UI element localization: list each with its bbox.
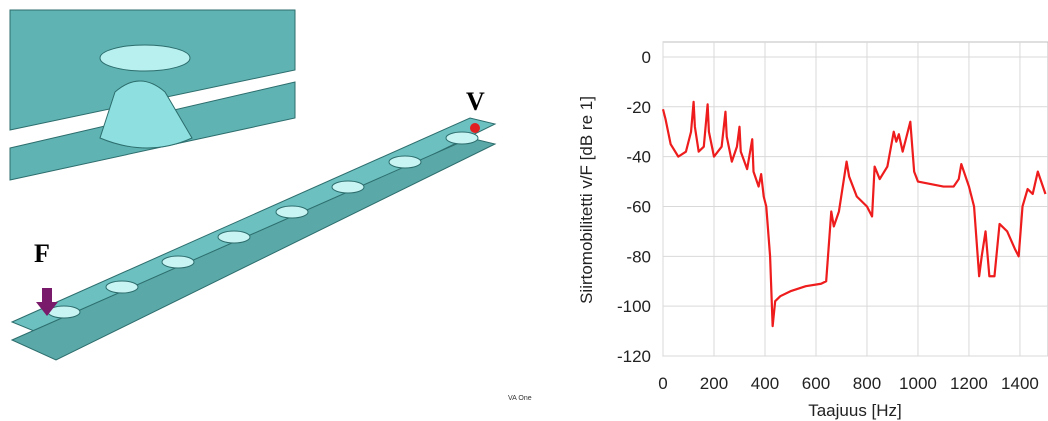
x-tick-label: 0 [658, 374, 667, 393]
x-tick-label: 1200 [950, 374, 988, 393]
y-axis-label: Siirtomobilitetti v/F [dB re 1] [577, 96, 596, 304]
page: F V VA One Siirtomobilitetti v/F [dB re … [0, 0, 1048, 421]
y-tick-label: 0 [642, 48, 651, 67]
plot-frame [663, 42, 1048, 356]
fem-model: F V VA One [10, 10, 532, 402]
x-tick-label: 200 [700, 374, 728, 393]
x-tick-label: 1400 [1001, 374, 1039, 393]
data-line [663, 102, 1045, 326]
chart: Siirtomobilitetti v/F [dB re 1] Taajuus … [577, 42, 1048, 420]
y-tick-label: -120 [617, 347, 651, 366]
force-label: F [34, 239, 50, 268]
y-tick-label: -20 [626, 98, 651, 117]
y-tick-label: -80 [626, 247, 651, 266]
x-axis-label: Taajuus [Hz] [808, 401, 902, 420]
x-tick-label: 400 [751, 374, 779, 393]
x-tick-label: 1000 [899, 374, 937, 393]
velocity-label: V [466, 87, 485, 116]
y-tick-label: -40 [626, 148, 651, 167]
y-tick-label: -60 [626, 197, 651, 216]
y-tick-label: -100 [617, 297, 651, 316]
software-mark: VA One [508, 395, 532, 402]
x-tick-label: 800 [853, 374, 881, 393]
x-tick-label: 600 [802, 374, 830, 393]
